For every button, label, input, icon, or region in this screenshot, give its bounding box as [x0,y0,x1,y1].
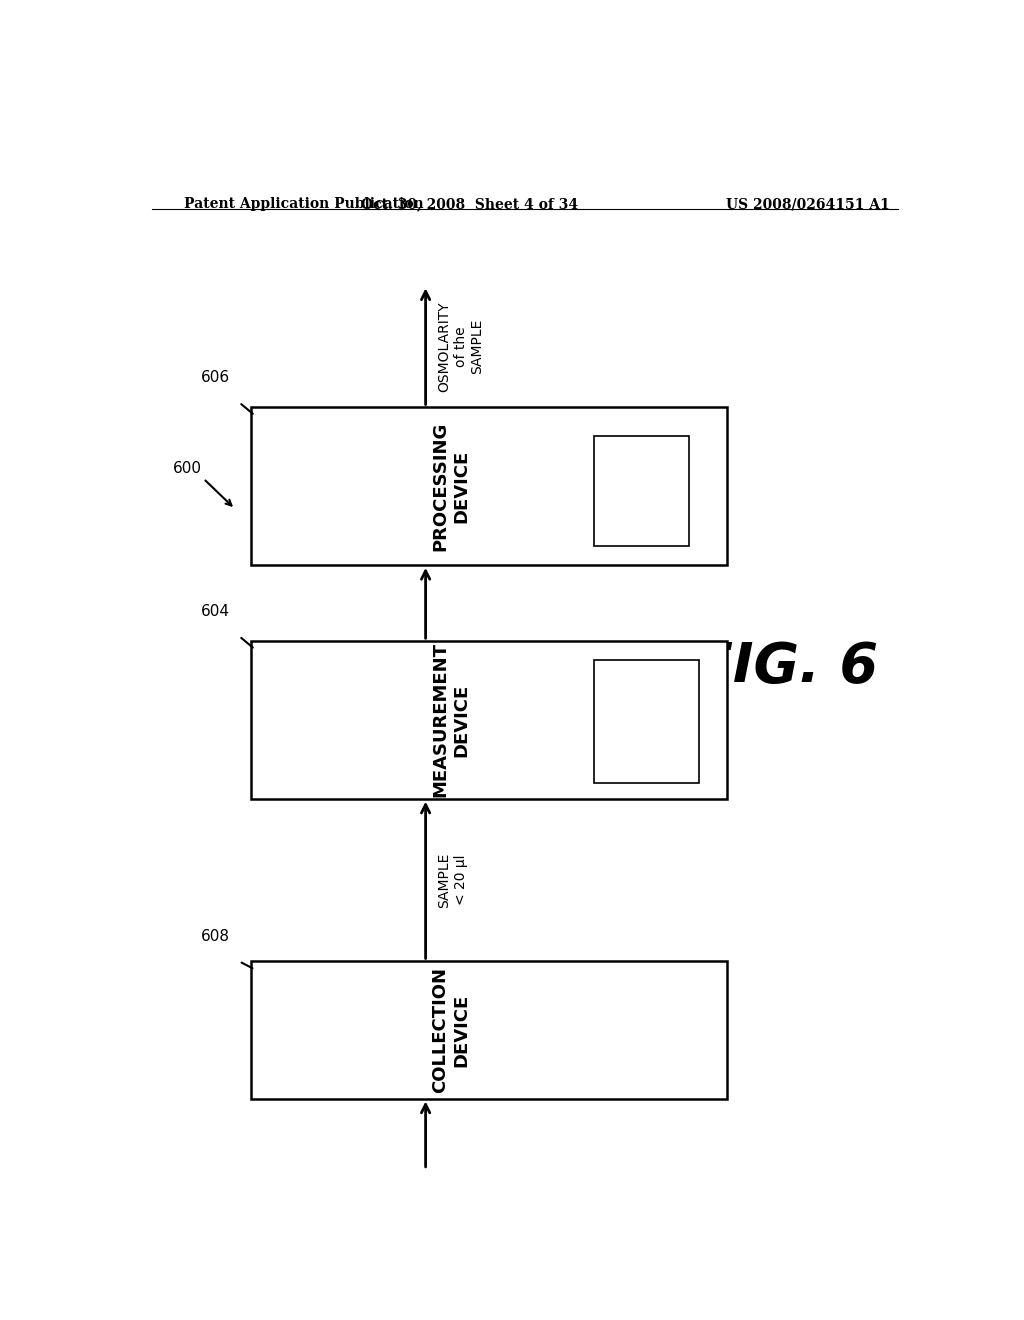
Text: US 2008/0264151 A1: US 2008/0264151 A1 [726,197,890,211]
Text: 604: 604 [201,603,229,619]
Text: BASE
UNIT: BASE UNIT [629,480,654,502]
Text: COLLECTION
DEVICE: COLLECTION DEVICE [431,968,470,1093]
Text: Oct. 30, 2008  Sheet 4 of 34: Oct. 30, 2008 Sheet 4 of 34 [360,197,578,211]
Text: 600: 600 [173,461,202,477]
Bar [251,408,727,565]
Bar [594,660,698,783]
Text: 608: 608 [201,929,229,944]
Bar [251,961,727,1098]
Text: FIG. 6: FIG. 6 [695,640,879,693]
Text: PROCESSING
DEVICE: PROCESSING DEVICE [431,421,470,550]
Text: Patent Application Publication: Patent Application Publication [183,197,423,211]
Bar [594,436,689,546]
Text: 606: 606 [201,370,229,385]
Text: MEASUREMENT
DEVICE: MEASUREMENT DEVICE [431,643,470,797]
Bar [251,642,727,799]
Text: SAMPLE
< 20 μl: SAMPLE < 20 μl [437,853,468,908]
Text: OSMOLARITY
of the
SAMPLE: OSMOLARITY of the SAMPLE [437,301,484,392]
Text: ELECTRODES
ON
SUBSTRATE: ELECTRODES ON SUBSTRATE [613,705,679,738]
